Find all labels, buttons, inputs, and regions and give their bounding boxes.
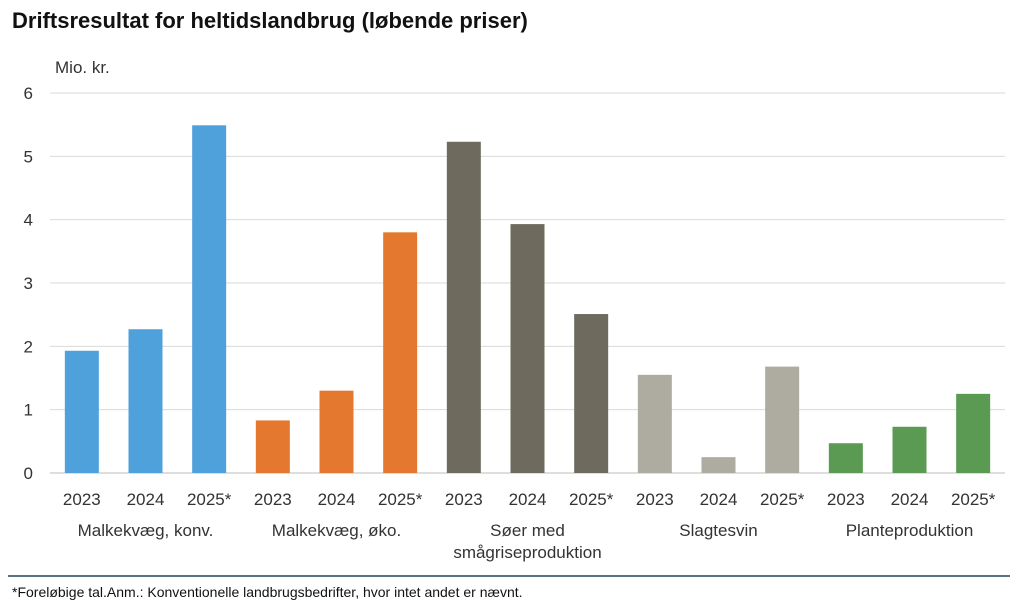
y-tick-label: 0 xyxy=(24,464,33,483)
bar xyxy=(892,426,927,473)
y-tick-label: 5 xyxy=(24,147,33,166)
bar xyxy=(64,350,99,473)
x-tick-label: 2025* xyxy=(760,490,805,509)
y-tick-label: 6 xyxy=(24,84,33,103)
x-tick-label: 2024 xyxy=(891,490,929,509)
bar xyxy=(255,420,290,473)
chart-title: Driftsresultat for heltidslandbrug (løbe… xyxy=(12,8,528,33)
group-label: Malkekvæg, konv. xyxy=(78,521,214,540)
y-tick-label: 3 xyxy=(24,274,33,293)
x-tick-label: 2023 xyxy=(254,490,292,509)
bar xyxy=(765,366,800,473)
group-label: Søer med xyxy=(490,521,565,540)
x-tick-label: 2023 xyxy=(63,490,101,509)
group-label: smågriseproduktion xyxy=(453,543,601,562)
bar xyxy=(701,457,736,473)
x-tick-label: 2024 xyxy=(509,490,547,509)
bar-chart: 0 1 2 3 4 5 6 2023 2024 2025* Malkekvæg, konv. 2023… xyxy=(24,84,1005,562)
bar xyxy=(446,141,481,473)
x-tick-label: 2023 xyxy=(636,490,674,509)
y-axis-unit-label: Mio. kr. xyxy=(55,58,110,77)
group-label: Planteproduktion xyxy=(846,521,974,540)
bar xyxy=(319,390,354,473)
x-tick-label: 2024 xyxy=(318,490,356,509)
group-label: Slagtesvin xyxy=(679,521,757,540)
x-tick-label: 2023 xyxy=(445,490,483,509)
bar xyxy=(510,224,545,473)
x-tick-label: 2024 xyxy=(700,490,738,509)
y-tick-label: 2 xyxy=(24,337,33,356)
x-tick-label: 2024 xyxy=(127,490,165,509)
bar xyxy=(956,393,991,473)
x-tick-label: 2023 xyxy=(827,490,865,509)
x-tick-label: 2025* xyxy=(378,490,423,509)
footer-divider xyxy=(8,575,1010,577)
bar xyxy=(828,443,863,473)
y-tick-label: 1 xyxy=(24,401,33,420)
bar xyxy=(637,374,672,473)
bar xyxy=(128,329,163,473)
y-tick-label: 4 xyxy=(24,211,33,230)
bar xyxy=(574,314,609,473)
x-tick-label: 2025* xyxy=(951,490,996,509)
footnote: *Foreløbige tal.Anm.: Konventionelle lan… xyxy=(12,584,523,600)
group-label: Malkekvæg, øko. xyxy=(272,521,401,540)
x-tick-label: 2025* xyxy=(569,490,614,509)
bar xyxy=(383,232,418,473)
bar xyxy=(192,125,227,474)
x-tick-label: 2025* xyxy=(187,490,232,509)
